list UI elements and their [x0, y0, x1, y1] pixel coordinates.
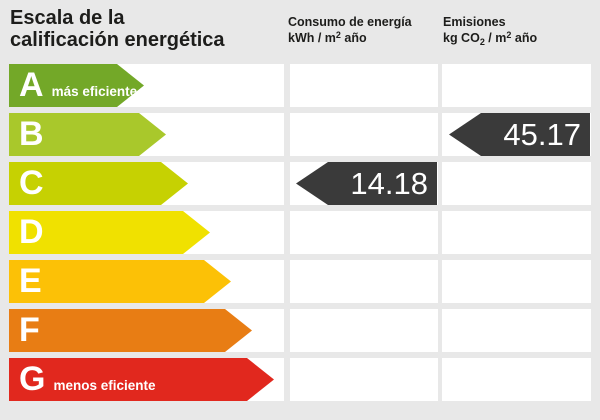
emisiones-cell-f [442, 309, 591, 352]
rating-letter-e: E [19, 262, 42, 300]
rating-row-d: D [0, 211, 600, 254]
page-title: Escala de la calificación energética [10, 7, 225, 51]
consumo-cell-d [290, 211, 438, 254]
rating-row-a: A más eficiente [0, 64, 600, 107]
rating-note-g: menos eficiente [53, 378, 156, 393]
rating-bar-d: D [9, 211, 210, 254]
scale-cell-c: C [9, 162, 284, 205]
scale-cell-g: G menos eficiente [9, 358, 284, 401]
scale-cell-a: A más eficiente [9, 64, 284, 107]
rating-row-g: G menos eficiente [0, 358, 600, 401]
emisiones-header-unit: kg CO2 / m2 año [443, 30, 538, 47]
page-title-line1: Escala de la [10, 7, 125, 29]
rating-bar-f: F [9, 309, 252, 352]
rating-bar-a: A más eficiente [9, 64, 144, 107]
emisiones-cell-b: 45.17 [442, 113, 591, 156]
consumo-value: 14.18 [350, 165, 428, 201]
rating-letter-b: B [19, 115, 44, 153]
rating-bar-g: G menos eficiente [9, 358, 274, 401]
consumo-header-unit: kWh / m2 año [288, 30, 367, 46]
scale-cell-b: B [9, 113, 284, 156]
rating-note-a: más eficiente [51, 84, 138, 99]
consumo-header-title: Consumo de energía [288, 15, 412, 29]
consumo-column-header: Consumo de energía kWh / m2 año [288, 14, 438, 46]
rating-letter-d: D [19, 213, 44, 251]
rating-row-f: F [0, 309, 600, 352]
scale-cell-f: F [9, 309, 284, 352]
page-title-line2: calificación energética [10, 28, 225, 51]
consumo-value-badge: 14.18 [296, 162, 437, 205]
emisiones-cell-g [442, 358, 591, 401]
rating-row-b: B 45.17 [0, 113, 600, 156]
consumo-cell-f [290, 309, 438, 352]
rating-row-e: E [0, 260, 600, 303]
scale-cell-e: E [9, 260, 284, 303]
rating-bar-c: C [9, 162, 188, 205]
rating-row-c: C 14.18 [0, 162, 600, 205]
scale-cell-d: D [9, 211, 284, 254]
rating-bar-e: E [9, 260, 231, 303]
rating-letter-a: A [19, 66, 44, 104]
consumo-cell-c: 14.18 [290, 162, 438, 205]
rating-grid: A más eficiente B 45.17 C [0, 64, 600, 407]
consumo-cell-e [290, 260, 438, 303]
emisiones-cell-e [442, 260, 591, 303]
emisiones-header-title: Emisiones [443, 15, 506, 29]
rating-letter-c: C [19, 164, 44, 202]
consumo-cell-a [290, 64, 438, 107]
emisiones-value: 45.17 [503, 116, 581, 152]
consumo-cell-b [290, 113, 438, 156]
emisiones-cell-c [442, 162, 591, 205]
consumo-cell-g [290, 358, 438, 401]
emisiones-value-badge: 45.17 [449, 113, 590, 156]
emisiones-column-header: Emisiones kg CO2 / m2 año [443, 14, 595, 47]
emisiones-cell-a [442, 64, 591, 107]
rating-bar-b: B [9, 113, 166, 156]
emisiones-cell-d [442, 211, 591, 254]
rating-letter-g: G [19, 360, 46, 398]
rating-letter-f: F [19, 311, 40, 349]
